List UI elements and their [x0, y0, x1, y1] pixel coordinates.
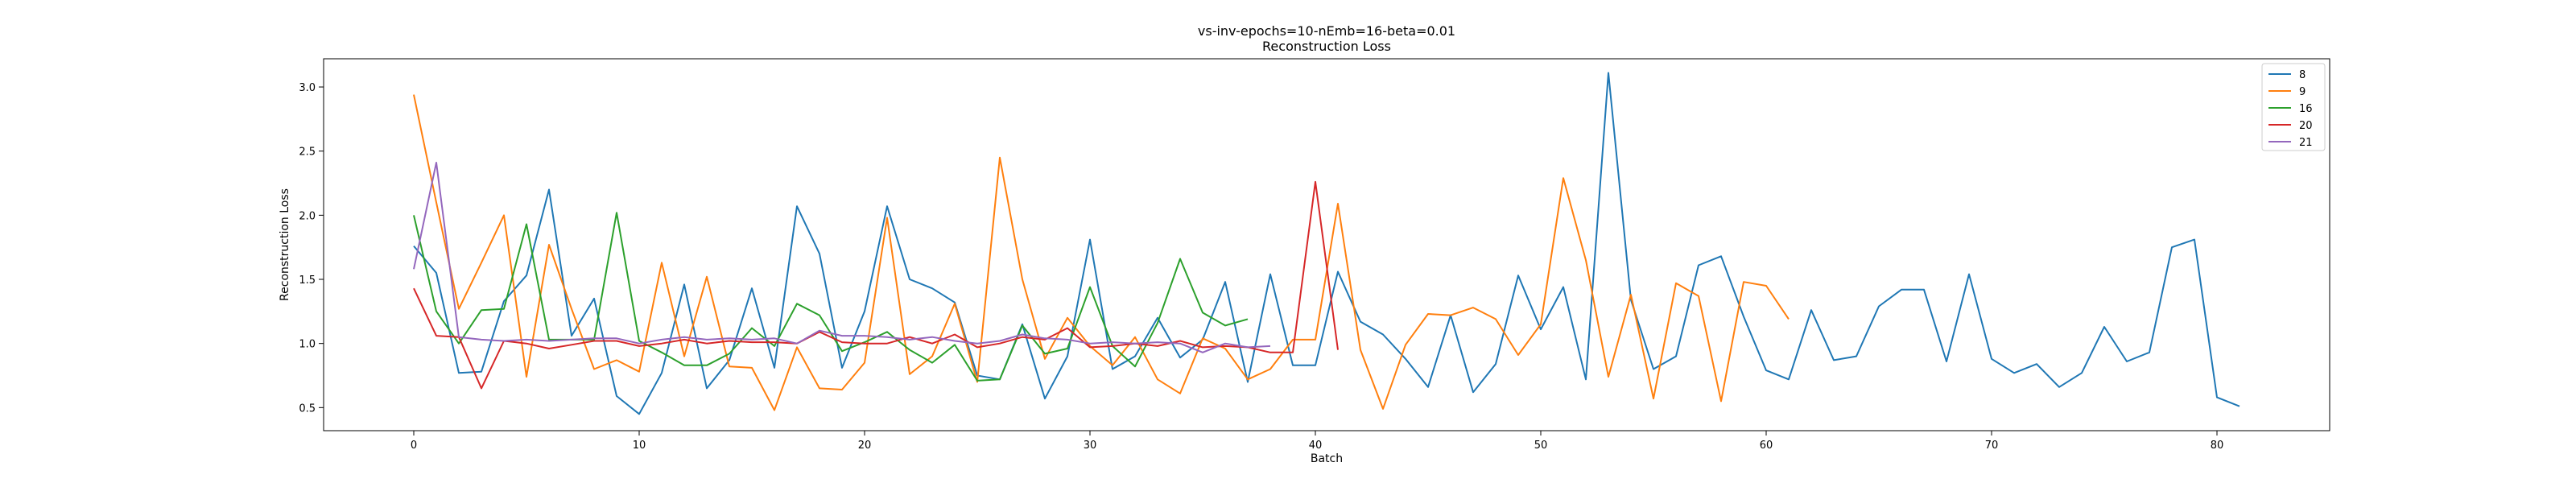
- y-tick-label: 3.0: [299, 82, 316, 94]
- legend-label-9: 9: [2299, 86, 2306, 98]
- series-line-21: [413, 162, 1271, 353]
- legend-label-8: 8: [2299, 69, 2306, 81]
- y-axis-label: Reconstruction Loss: [279, 188, 291, 301]
- legend-label-20: 20: [2299, 120, 2313, 132]
- series-layer: [413, 72, 2240, 415]
- series-line-16: [413, 212, 1249, 382]
- chart-title: vs-inv-epochs=10-nEmb=16-beta=0.01: [1198, 23, 1455, 39]
- x-tick-label: 40: [1309, 440, 1323, 452]
- x-tick-label: 0: [411, 440, 417, 452]
- series-line-8: [413, 72, 2240, 415]
- plot-frame: [323, 58, 2330, 431]
- legend-label-21: 21: [2299, 137, 2313, 149]
- x-tick-label: 10: [633, 440, 646, 452]
- x-tick-label: 80: [2211, 440, 2224, 452]
- y-tick-label: 0.5: [299, 402, 316, 415]
- series-line-20: [413, 180, 1339, 390]
- y-tick-label: 2.5: [299, 147, 316, 159]
- x-tick-label: 20: [858, 440, 872, 452]
- x-tick-label: 70: [1985, 440, 1999, 452]
- legend: 8 9 16 20 21: [2261, 63, 2326, 151]
- x-tick-label: 60: [1760, 440, 1773, 452]
- x-tick-label: 50: [1534, 440, 1548, 452]
- series-line-9: [413, 94, 1790, 411]
- y-tick-label: 2.0: [299, 210, 316, 222]
- legend-box: [2261, 63, 2326, 151]
- chart-subtitle: Reconstruction Loss: [1262, 39, 1391, 54]
- x-ticks: 0 10 20 30 40 50 60 70 80: [411, 431, 2223, 452]
- y-ticks: 0.5 1.0 1.5 2.0 2.5 3.0: [299, 82, 324, 415]
- x-tick-label: 30: [1084, 440, 1097, 452]
- y-tick-label: 1.0: [299, 339, 316, 351]
- legend-label-16: 16: [2299, 103, 2313, 115]
- x-axis-label: Batch: [1311, 452, 1343, 465]
- y-tick-label: 1.5: [299, 275, 316, 287]
